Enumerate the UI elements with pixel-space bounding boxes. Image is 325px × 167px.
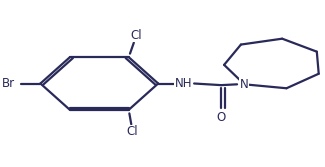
Text: O: O	[216, 111, 226, 124]
Text: N: N	[240, 78, 249, 91]
Text: Cl: Cl	[127, 125, 138, 138]
Text: NH: NH	[175, 77, 192, 90]
Text: Br: Br	[2, 77, 15, 90]
Text: N: N	[240, 78, 249, 91]
Text: Cl: Cl	[130, 29, 142, 42]
